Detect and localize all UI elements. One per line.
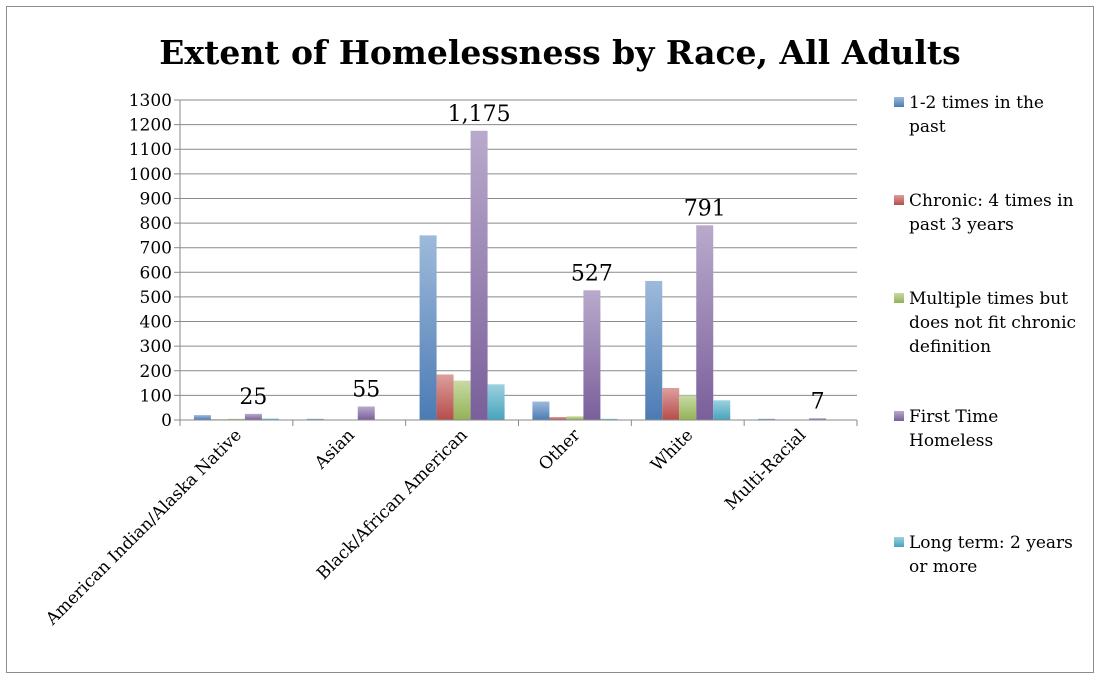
legend-swatch <box>894 195 904 205</box>
data-label: 1,175 <box>448 102 511 127</box>
legend: 1-2 times in the past Chronic: 4 times in p… <box>894 93 1076 577</box>
legend-label: 1-2 times in the <box>909 93 1044 113</box>
bar <box>487 384 505 420</box>
legend-label: definition <box>909 337 991 357</box>
x-tick-label: Other <box>535 425 585 475</box>
legend-label: First Time <box>909 407 998 427</box>
gridlines <box>180 99 857 396</box>
y-tick-label: 1000 <box>129 165 172 185</box>
y-tick-label: 800 <box>140 214 172 234</box>
bar <box>662 388 680 420</box>
data-label: 55 <box>352 377 380 402</box>
bar <box>549 417 567 420</box>
legend-swatch <box>894 97 904 107</box>
y-tick-label: 700 <box>140 239 172 259</box>
y-tick-label: 900 <box>140 189 172 209</box>
bar <box>532 401 550 420</box>
bar <box>809 418 827 420</box>
bar <box>244 413 262 420</box>
y-tick-label: 1300 <box>129 91 172 111</box>
bar <box>696 225 714 420</box>
x-tick-label: American Indian/Alaska Native <box>41 425 245 629</box>
legend-swatch <box>894 293 904 303</box>
legend-label: Chronic: 4 times in <box>909 191 1074 211</box>
bar <box>436 374 454 420</box>
x-tick-label: Multi-Racial <box>721 425 810 514</box>
data-label: 25 <box>239 385 267 410</box>
bars <box>193 130 844 420</box>
bar <box>566 416 584 420</box>
bar <box>470 130 488 420</box>
legend-swatch <box>894 537 904 547</box>
bar <box>600 418 618 420</box>
y-tick-label: 400 <box>140 313 172 333</box>
data-label: 791 <box>684 196 726 221</box>
legend-label: or more <box>909 557 977 577</box>
y-tick-label: 200 <box>140 362 172 382</box>
legend-label: past <box>909 117 946 137</box>
x-tick-label: White <box>647 425 697 475</box>
bar <box>758 418 776 420</box>
chart-frame <box>6 6 1094 673</box>
bar <box>453 380 471 420</box>
legend-label: Long term: 2 years <box>909 533 1073 553</box>
y-tick-label: 1100 <box>129 140 172 160</box>
bar <box>193 415 211 420</box>
y-tick-label: 1200 <box>129 116 172 136</box>
bar <box>713 400 731 420</box>
legend-label: past 3 years <box>909 215 1014 235</box>
legend-label: does not fit chronic <box>909 313 1076 333</box>
legend-swatch <box>894 411 904 421</box>
x-tick-label: Asian <box>310 425 358 473</box>
bar <box>679 395 697 420</box>
bar <box>419 235 437 420</box>
y-axis-ticks: 0 100 200 300 400 500 600 700 800 900 1000 1100 1200… <box>129 91 180 431</box>
bar <box>583 290 601 420</box>
y-tick-label: 500 <box>140 288 172 308</box>
data-label: 7 <box>811 389 825 414</box>
y-tick-label: 600 <box>140 263 172 283</box>
data-labels: 25 55 1,175 527 791 7 <box>239 102 824 415</box>
bar <box>645 280 663 420</box>
data-label: 527 <box>571 261 613 286</box>
y-tick-label: 0 <box>161 411 172 431</box>
legend-label: Multiple times but <box>909 289 1068 309</box>
bar <box>261 418 279 420</box>
chart-title: Extent of Homelessness by Race, All Adul… <box>159 33 960 72</box>
bar <box>227 418 245 420</box>
bar <box>306 418 324 420</box>
y-tick-label: 300 <box>140 337 172 357</box>
legend-label: Homeless <box>909 431 993 451</box>
bar <box>357 406 375 420</box>
y-tick-label: 100 <box>140 386 172 406</box>
